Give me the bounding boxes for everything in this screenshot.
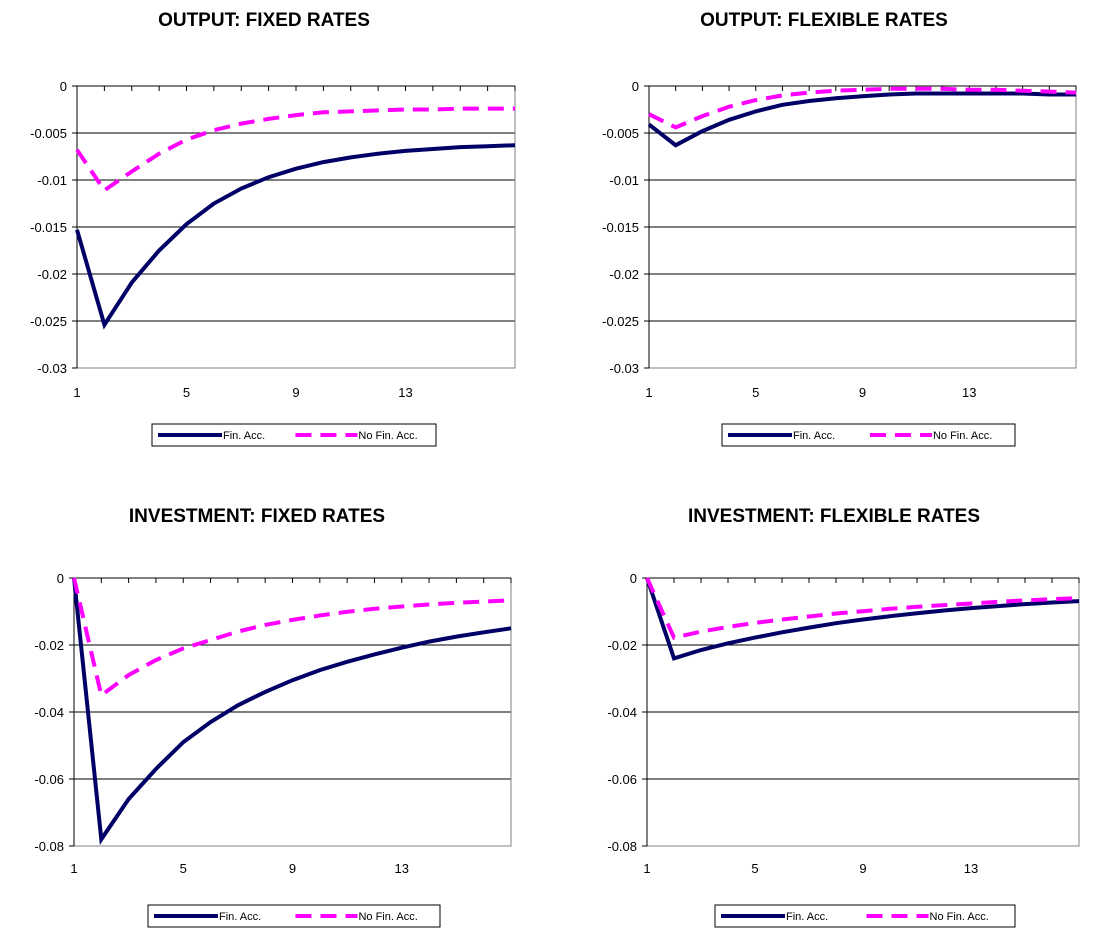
y-tick-label: -0.08	[607, 839, 637, 854]
y-tick-label: 0	[630, 571, 637, 586]
y-tick-label: -0.03	[37, 361, 67, 376]
y-tick-label: -0.025	[602, 314, 639, 329]
chart-4: INVESTMENT: FLEXIBLE RATES 0 -0.02 -0.04 -0.…	[607, 506, 1080, 928]
legend: Fin. Acc. No Fin. Acc.	[714, 904, 1016, 928]
legend-box	[147, 904, 441, 928]
series-line-fin-acc	[645, 577, 1080, 661]
x-tick-label: 9	[292, 385, 299, 400]
y-tick-label: -0.06	[607, 772, 637, 787]
chart-title: INVESTMENT: FIXED RATES	[129, 506, 385, 527]
y-tick-label: -0.04	[34, 705, 64, 720]
x-tick-label: 5	[180, 861, 187, 876]
legend-label-no-fin-acc: No Fin. Acc.	[933, 430, 992, 442]
legend-label-fin-acc: Fin. Acc.	[793, 430, 835, 442]
series-line-fin-acc	[75, 143, 516, 330]
legend-label-no-fin-acc: No Fin. Acc.	[358, 911, 417, 923]
y-tick-label: 0	[60, 79, 67, 94]
chart-3: INVESTMENT: FIXED RATES 0 -0.02 -0.04 -0.06 -…	[34, 506, 512, 928]
x-tick-label: 13	[964, 861, 978, 876]
legend-box	[714, 904, 1016, 928]
x-tick-label: 13	[395, 861, 409, 876]
legend: Fin. Acc. No Fin. Acc.	[721, 423, 1016, 447]
chart-2: OUTPUT: FLEXIBLE RATES 0 -0.005 -0.01 -0.015…	[602, 10, 1077, 447]
y-tick-label: -0.005	[30, 126, 67, 141]
x-tick-label: 5	[752, 385, 759, 400]
series-line-no-fin-acc	[75, 106, 515, 194]
chart-title: OUTPUT: FIXED RATES	[158, 10, 370, 31]
y-tick-label: -0.015	[30, 220, 67, 235]
legend-label-no-fin-acc: No Fin. Acc.	[930, 911, 989, 923]
x-tick-label: 1	[645, 385, 652, 400]
series-line-fin-acc	[72, 577, 512, 845]
x-tick-label: 9	[289, 861, 296, 876]
legend: Fin. Acc. No Fin. Acc.	[147, 904, 441, 928]
series-line-fin-acc	[647, 91, 1076, 148]
y-tick-label: -0.02	[37, 267, 67, 282]
chart-1: OUTPUT: FIXED RATES 0 -0.005 -0.01 -0.015 -0.…	[30, 10, 516, 447]
legend-label-fin-acc: Fin. Acc.	[223, 430, 265, 442]
y-tick-label: -0.04	[607, 705, 637, 720]
y-tick-label: -0.02	[609, 267, 639, 282]
x-tick-label: 1	[643, 861, 650, 876]
legend-label-fin-acc: Fin. Acc.	[219, 911, 261, 923]
y-tick-label: -0.03	[609, 361, 639, 376]
x-tick-label: 13	[962, 385, 976, 400]
x-tick-label: 1	[73, 385, 80, 400]
x-tick-label: 9	[859, 385, 866, 400]
y-tick-label: -0.01	[609, 173, 639, 188]
y-tick-label: -0.08	[34, 839, 64, 854]
series-line-no-fin-acc	[72, 577, 512, 699]
legend-label-no-fin-acc: No Fin. Acc.	[358, 430, 417, 442]
y-tick-label: -0.015	[602, 220, 639, 235]
x-tick-label: 13	[398, 385, 412, 400]
series-line-no-fin-acc	[648, 86, 1077, 130]
y-tick-label: -0.025	[30, 314, 67, 329]
y-tick-label: -0.02	[34, 638, 64, 653]
y-tick-label: -0.06	[34, 772, 64, 787]
chart-title: INVESTMENT: FLEXIBLE RATES	[688, 506, 980, 527]
legend: Fin. Acc. No Fin. Acc.	[151, 423, 437, 447]
y-tick-label: -0.02	[607, 638, 637, 653]
x-tick-label: 9	[859, 861, 866, 876]
legend-box	[721, 423, 1016, 447]
x-tick-label: 5	[183, 385, 190, 400]
y-tick-label: -0.01	[37, 173, 67, 188]
x-tick-label: 1	[70, 861, 77, 876]
legend-label-fin-acc: Fin. Acc.	[786, 911, 828, 923]
legend-box	[151, 423, 437, 447]
x-tick-label: 5	[751, 861, 758, 876]
series-line-no-fin-acc	[645, 577, 1080, 640]
y-tick-label: 0	[57, 571, 64, 586]
chart-title: OUTPUT: FLEXIBLE RATES	[700, 10, 948, 31]
y-tick-label: 0	[632, 79, 639, 94]
y-tick-label: -0.005	[602, 126, 639, 141]
